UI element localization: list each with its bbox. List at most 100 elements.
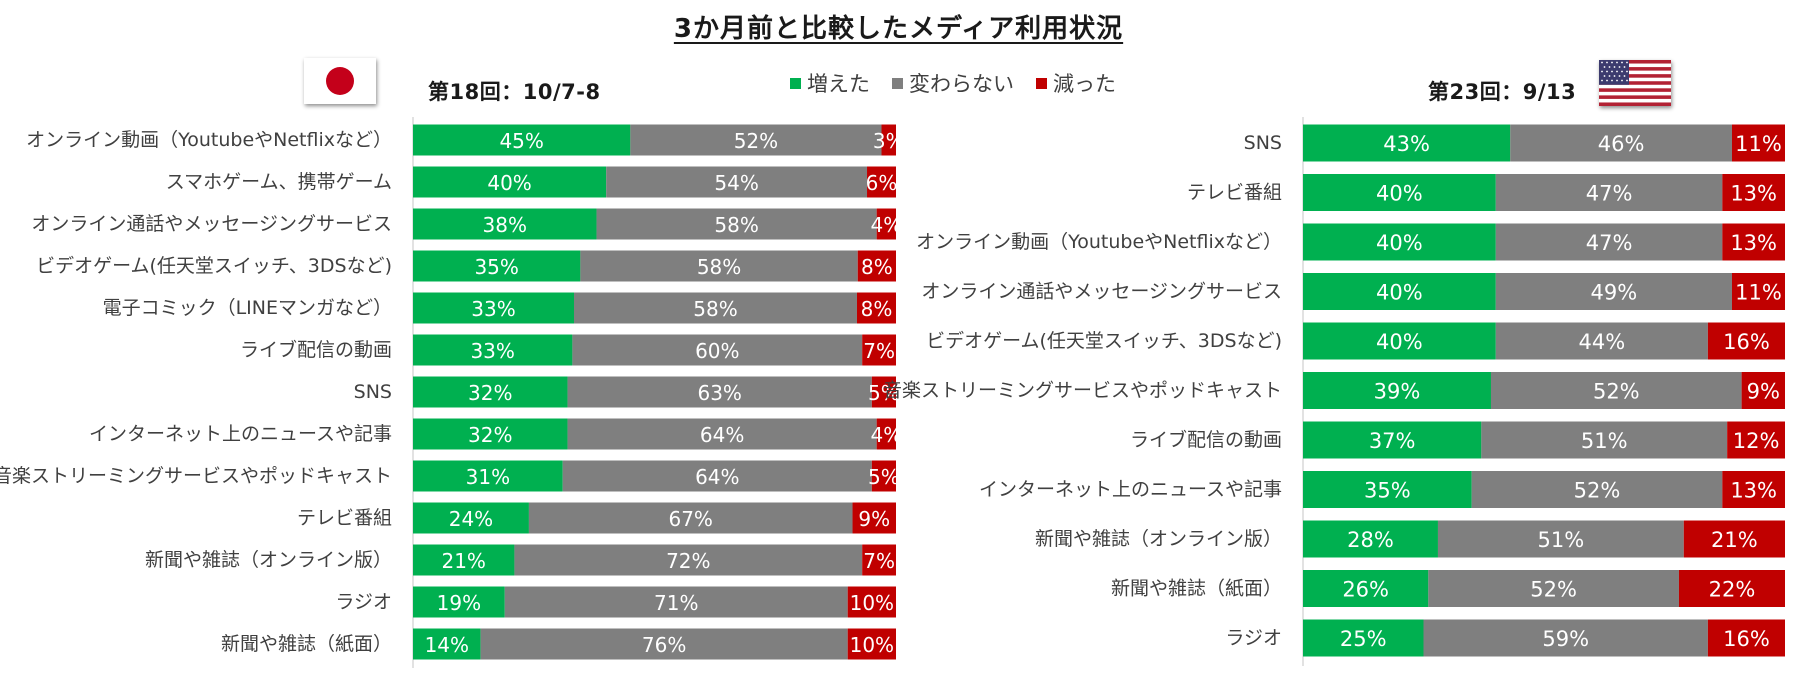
japan-data-label-unchanged: 71%: [654, 591, 698, 615]
usa-bar-segment-increased: [1303, 372, 1491, 409]
japan-category-label: テレビ番組: [297, 507, 392, 529]
japan-data-label-decreased: 10%: [850, 633, 894, 657]
japan-bar-segment-decreased: [867, 166, 896, 198]
japan-bar-segment-increased: [413, 544, 515, 576]
japan-bar-segment-decreased: [856, 292, 896, 324]
usa-category-label: 音楽ストリーミングサービスやポッドキャスト: [883, 380, 1282, 402]
japan-data-label-decreased: 4%: [870, 213, 902, 237]
usa-bar-segment-decreased: [1722, 223, 1785, 261]
usa-data-label-decreased: 13%: [1730, 182, 1777, 206]
japan-data-label-decreased: 8%: [861, 297, 893, 321]
usa-data-label-increased: 40%: [1376, 231, 1423, 255]
japan-bar-segment-unchanged: [514, 544, 863, 576]
usa-bar-segment-decreased: [1707, 322, 1785, 360]
usa-data-label-unchanged: 47%: [1586, 231, 1633, 255]
japan-data-label-increased: 38%: [483, 213, 527, 237]
usa-data-label-decreased: 11%: [1735, 132, 1782, 156]
japan-bar-segment-increased: [413, 418, 568, 450]
japan-data-label-unchanged: 63%: [697, 381, 741, 405]
usa-bar-segment-increased: [1303, 619, 1424, 657]
japan-category-label: 音楽ストリーミングサービスやポッドキャスト: [0, 465, 392, 487]
japan-flag-icon: [304, 58, 376, 104]
usa-bar-segment-decreased: [1741, 372, 1785, 409]
us-flag-graphic: [1599, 60, 1671, 106]
japan-category-label: インターネット上のニュースや記事: [89, 423, 392, 445]
usa-bar-segment-unchanged: [1490, 372, 1742, 409]
japan-bar-segment-decreased: [862, 544, 896, 576]
usa-data-label-unchanged: 51%: [1581, 429, 1628, 453]
usa-bar-segment-unchanged: [1495, 322, 1708, 360]
usa-bar-segment-decreased: [1707, 619, 1785, 657]
japan-bar-segment-increased: [413, 376, 568, 408]
chart-title: 3か月前と比較したメディア利用状況: [673, 14, 1124, 44]
usa-category-label: オンライン動画（YoutubeやNetflixなど）: [916, 231, 1282, 253]
usa-data-label-decreased: 16%: [1723, 330, 1770, 354]
japan-data-label-increased: 33%: [471, 297, 515, 321]
japan-bar-segment-unchanged: [574, 292, 857, 324]
usa-data-label-decreased: 13%: [1730, 231, 1777, 255]
japan-category-label: 電子コミック（LINEマンガなど）: [103, 297, 392, 319]
usa-data-label-unchanged: 49%: [1591, 281, 1638, 305]
japan-bar-segment-unchanged: [567, 418, 877, 450]
usa-bar-segment-increased: [1303, 223, 1496, 261]
usa-data-label-decreased: 13%: [1730, 479, 1777, 503]
japan-data-label-increased: 24%: [449, 507, 493, 531]
usa-bar-segment-unchanged: [1471, 471, 1723, 508]
japan-bar-segment-decreased: [876, 418, 896, 450]
japan-data-label-decreased: 9%: [858, 507, 890, 531]
japan-bar-segment-decreased: [852, 502, 896, 534]
usa-category-label: ラジオ: [1225, 627, 1282, 649]
japan-category-label: SNS: [354, 381, 392, 403]
usa-data-label-increased: 35%: [1364, 479, 1411, 503]
usa-data-label-decreased: 12%: [1733, 429, 1780, 453]
japan-category-label: オンライン通話やメッセージングサービス: [31, 213, 392, 235]
japan-bar-segment-increased: [413, 250, 581, 282]
japan-data-label-increased: 40%: [487, 171, 531, 195]
japan-bar-segment-increased: [413, 292, 574, 324]
legend-item-increased: 増えた: [790, 68, 870, 98]
japan-bar-segment-increased: [413, 166, 607, 198]
japan-data-label-unchanged: 64%: [695, 465, 739, 489]
japan-bar-segment-decreased: [871, 376, 896, 408]
usa-data-label-increased: 25%: [1340, 627, 1387, 651]
japan-data-label-decreased: 3%: [873, 129, 905, 153]
usa-data-label-increased: 40%: [1376, 330, 1423, 354]
usa-data-label-decreased: 16%: [1723, 627, 1770, 651]
japan-data-label-decreased: 10%: [850, 591, 894, 615]
japan-data-label-unchanged: 52%: [734, 129, 778, 153]
usa-data-label-increased: 40%: [1376, 182, 1423, 206]
us-flag-icon: [1599, 60, 1671, 106]
usa-bar-segment-unchanged: [1495, 174, 1723, 211]
usa-data-label-unchanged: 52%: [1593, 380, 1640, 404]
usa-data-label-unchanged: 52%: [1530, 578, 1577, 602]
japan-data-label-unchanged: 76%: [642, 633, 686, 657]
usa-bar-segment-decreased: [1731, 124, 1785, 162]
usa-bar-segment-increased: [1303, 421, 1482, 459]
japan-data-label-unchanged: 67%: [668, 507, 712, 531]
usa-data-label-decreased: 22%: [1709, 578, 1756, 602]
japan-data-label-decreased: 7%: [863, 549, 895, 573]
usa-data-label-unchanged: 51%: [1538, 528, 1585, 552]
japan-data-label-increased: 32%: [468, 423, 512, 447]
usa-bar-segment-unchanged: [1495, 273, 1732, 310]
japan-bar-segment-increased: [413, 628, 481, 660]
japan-data-label-unchanged: 54%: [714, 171, 758, 195]
japan-bar-segment-unchanged: [606, 166, 868, 198]
usa-bar-segment-unchanged: [1495, 223, 1723, 261]
usa-bar-segment-decreased: [1731, 273, 1785, 310]
usa-round-label: 第23回：9/13: [1428, 80, 1577, 104]
usa-data-label-increased: 28%: [1347, 528, 1394, 552]
japan-data-label-decreased: 5%: [868, 465, 900, 489]
japan-data-label-increased: 45%: [499, 129, 543, 153]
legend-label-unchanged: 変わらない: [909, 72, 1014, 96]
usa-data-label-unchanged: 59%: [1542, 627, 1589, 651]
usa-bar-segment-unchanged: [1423, 619, 1708, 657]
legend: 増えた 変わらない 減った: [790, 68, 1116, 98]
japan-data-label-decreased: 8%: [861, 255, 893, 279]
japan-data-label-unchanged: 58%: [697, 255, 741, 279]
legend-item-decreased: 減った: [1036, 68, 1116, 98]
usa-category-label: ライブ配信の動画: [1130, 428, 1282, 451]
japan-data-label-increased: 32%: [468, 381, 512, 405]
